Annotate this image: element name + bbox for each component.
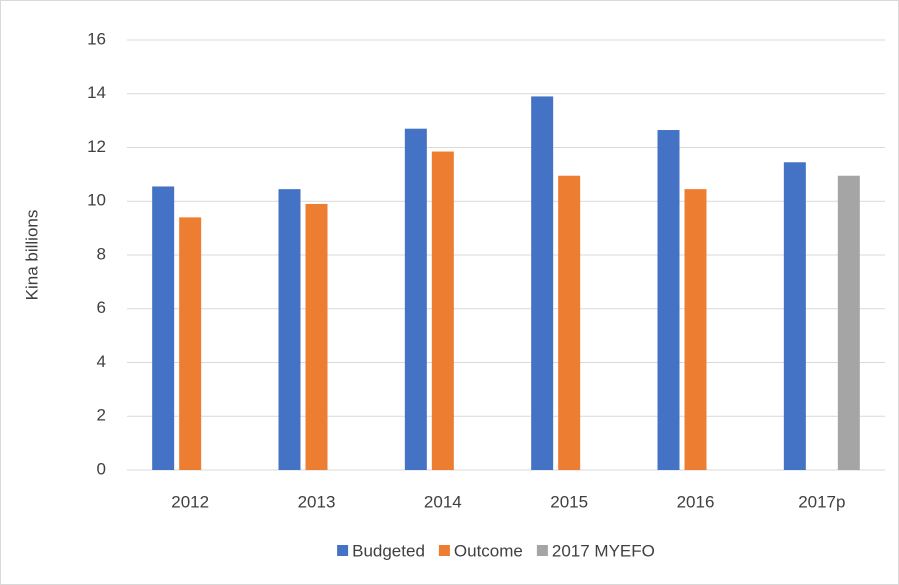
y-tick-label: 12 — [87, 137, 106, 156]
legend-label: 2017 MYEFO — [552, 541, 655, 560]
bar — [783, 162, 806, 470]
bar — [305, 203, 328, 470]
bar — [531, 96, 554, 470]
x-tick-label: 2015 — [550, 492, 588, 511]
bar — [657, 130, 680, 470]
bar — [404, 128, 427, 470]
y-tick-label: 8 — [97, 244, 106, 263]
y-tick-label: 4 — [97, 352, 106, 371]
x-tick-label: 2012 — [171, 492, 209, 511]
y-tick-label: 10 — [87, 191, 106, 210]
bar — [431, 151, 454, 470]
bar — [558, 175, 581, 470]
x-tick-label: 2016 — [677, 492, 715, 511]
x-tick-label: 2017p — [798, 492, 845, 511]
legend-swatch — [337, 545, 349, 556]
bar — [179, 217, 202, 470]
y-tick-label: 0 — [97, 459, 106, 478]
bar — [837, 175, 860, 470]
y-axis-label: Kina billions — [22, 210, 41, 301]
y-tick-label: 2 — [97, 406, 106, 425]
y-tick-label: 14 — [87, 83, 106, 102]
y-tick-label: 6 — [97, 298, 106, 317]
bar — [152, 186, 175, 470]
legend-swatch — [438, 545, 450, 556]
legend-label: Outcome — [454, 541, 523, 560]
bar — [684, 189, 707, 470]
legend: Budgeted Outcome 2017 MYEFO — [337, 541, 655, 560]
x-tick-label: 2014 — [424, 492, 462, 511]
x-tick-label: 2013 — [298, 492, 336, 511]
bar — [278, 189, 301, 470]
legend-swatch — [536, 545, 548, 556]
y-tick-label: 16 — [87, 29, 106, 48]
legend-label: Budgeted — [352, 541, 425, 560]
